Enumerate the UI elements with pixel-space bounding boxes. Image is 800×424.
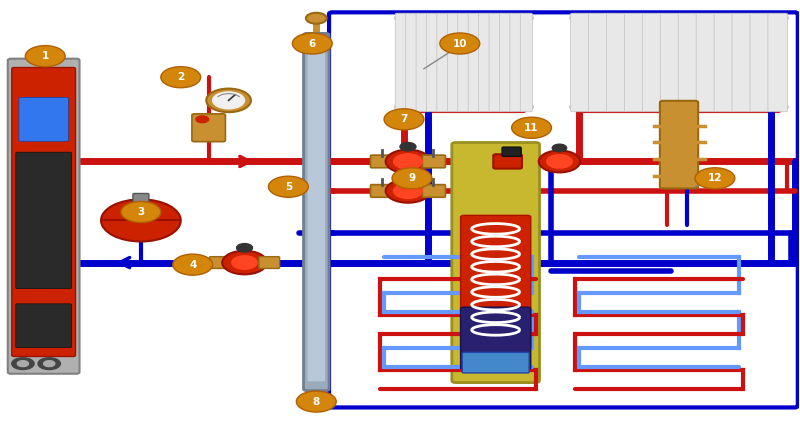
FancyBboxPatch shape: [16, 304, 71, 348]
Circle shape: [38, 358, 60, 370]
FancyBboxPatch shape: [714, 13, 734, 112]
FancyBboxPatch shape: [502, 147, 521, 156]
Circle shape: [237, 244, 253, 252]
FancyBboxPatch shape: [570, 13, 590, 112]
FancyBboxPatch shape: [510, 13, 522, 112]
FancyBboxPatch shape: [660, 101, 698, 188]
FancyBboxPatch shape: [696, 13, 716, 112]
Circle shape: [386, 150, 430, 173]
Circle shape: [552, 144, 566, 152]
FancyBboxPatch shape: [133, 193, 149, 203]
FancyBboxPatch shape: [192, 114, 226, 142]
Text: 6: 6: [309, 39, 316, 48]
Circle shape: [296, 391, 336, 412]
FancyBboxPatch shape: [12, 67, 75, 357]
FancyBboxPatch shape: [625, 13, 644, 112]
FancyBboxPatch shape: [768, 13, 787, 112]
FancyBboxPatch shape: [678, 13, 698, 112]
Circle shape: [12, 358, 34, 370]
FancyBboxPatch shape: [732, 13, 751, 112]
FancyBboxPatch shape: [370, 184, 394, 197]
Circle shape: [196, 116, 209, 123]
Circle shape: [394, 183, 422, 198]
FancyBboxPatch shape: [589, 13, 608, 112]
FancyBboxPatch shape: [395, 13, 407, 112]
FancyBboxPatch shape: [16, 152, 71, 289]
FancyBboxPatch shape: [8, 59, 79, 374]
FancyBboxPatch shape: [416, 13, 428, 112]
Circle shape: [232, 256, 258, 269]
Text: 11: 11: [524, 123, 538, 133]
FancyBboxPatch shape: [259, 257, 280, 268]
Circle shape: [392, 168, 432, 189]
Circle shape: [161, 67, 201, 88]
FancyBboxPatch shape: [461, 307, 530, 370]
Circle shape: [26, 46, 65, 67]
FancyBboxPatch shape: [478, 13, 490, 112]
Circle shape: [538, 151, 580, 173]
FancyBboxPatch shape: [447, 13, 459, 112]
Text: 5: 5: [285, 182, 292, 192]
FancyBboxPatch shape: [606, 13, 626, 112]
Circle shape: [394, 154, 422, 169]
Circle shape: [44, 361, 55, 367]
Circle shape: [386, 179, 430, 203]
FancyBboxPatch shape: [750, 13, 770, 112]
FancyBboxPatch shape: [499, 13, 511, 112]
Circle shape: [400, 142, 416, 151]
Circle shape: [18, 361, 29, 367]
FancyBboxPatch shape: [370, 155, 394, 168]
Text: 1: 1: [42, 51, 49, 61]
Circle shape: [121, 201, 161, 223]
Circle shape: [101, 199, 181, 242]
Text: 8: 8: [313, 396, 320, 407]
Text: 4: 4: [189, 259, 197, 270]
Circle shape: [292, 33, 332, 54]
Circle shape: [546, 155, 572, 168]
FancyBboxPatch shape: [461, 215, 530, 349]
Circle shape: [512, 117, 551, 138]
FancyBboxPatch shape: [494, 154, 522, 169]
FancyBboxPatch shape: [452, 142, 539, 382]
Circle shape: [222, 251, 267, 274]
Text: 7: 7: [400, 114, 408, 124]
Circle shape: [384, 109, 424, 130]
FancyBboxPatch shape: [406, 13, 418, 112]
Circle shape: [269, 176, 308, 197]
FancyBboxPatch shape: [307, 43, 325, 381]
Circle shape: [206, 89, 251, 112]
Circle shape: [440, 33, 480, 54]
FancyBboxPatch shape: [210, 257, 230, 268]
Circle shape: [306, 13, 326, 24]
FancyBboxPatch shape: [426, 13, 438, 112]
Text: 10: 10: [453, 39, 467, 48]
Text: 9: 9: [408, 173, 415, 183]
FancyBboxPatch shape: [468, 13, 480, 112]
FancyBboxPatch shape: [437, 13, 449, 112]
FancyBboxPatch shape: [462, 352, 529, 373]
Circle shape: [173, 254, 213, 275]
FancyBboxPatch shape: [303, 33, 329, 391]
Text: 3: 3: [138, 207, 145, 217]
Circle shape: [400, 172, 416, 180]
Text: 2: 2: [177, 72, 184, 82]
FancyBboxPatch shape: [422, 184, 446, 197]
Circle shape: [306, 398, 326, 409]
FancyBboxPatch shape: [520, 13, 532, 112]
FancyBboxPatch shape: [642, 13, 662, 112]
FancyBboxPatch shape: [660, 13, 680, 112]
Circle shape: [213, 92, 245, 109]
FancyBboxPatch shape: [422, 155, 446, 168]
FancyBboxPatch shape: [19, 98, 68, 141]
Text: 12: 12: [708, 173, 722, 183]
Circle shape: [695, 168, 735, 189]
FancyBboxPatch shape: [458, 13, 470, 112]
FancyBboxPatch shape: [489, 13, 501, 112]
